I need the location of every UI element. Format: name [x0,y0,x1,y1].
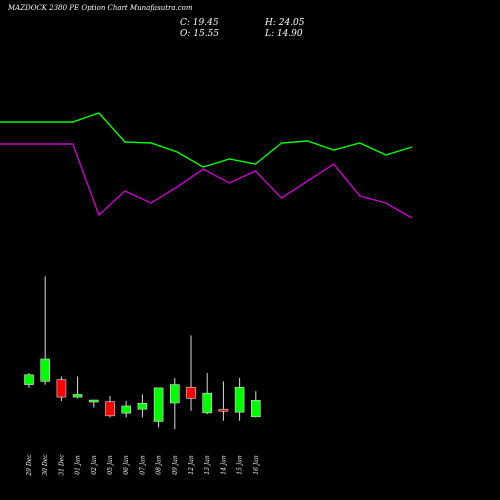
x-tick-label: 06 Jan [123,455,130,475]
high-value: H: 24.05 [265,18,305,28]
candle-body-up [234,386,245,413]
candlestick-series [24,276,261,429]
candle-06-jan [121,401,131,418]
candle-body-up [40,358,51,382]
x-tick-label: 09 Jan [172,455,179,475]
x-tick-label: 31 Dec [58,454,65,476]
candle-16-jan [251,391,261,418]
candle-body-up [72,394,83,398]
candle-body-up [153,387,164,422]
chart-title: MAZDOCK 2380 PE Option Chart Munafasutra… [8,4,193,12]
candle-13-jan [202,373,212,415]
candle-14-jan [218,381,229,421]
candle-30-dec [40,276,51,385]
x-tick-label: 08 Jan [156,455,163,475]
candle-12-jan [186,335,196,411]
candle-31-dec [56,376,67,402]
x-tick-label: 12 Jan [188,455,195,475]
x-tick-label: 30 Dec [42,454,49,476]
x-tick-label: 01 Jan [75,455,82,475]
magenta-indicator-line [0,143,413,219]
candle-body-up [202,392,212,414]
x-tick-label: 02 Jan [91,455,98,475]
candle-09-jan [170,378,180,429]
candle-body-up [89,399,99,403]
candle-02-jan [89,399,99,408]
candle-08-jan [153,387,164,428]
candle-body-down [56,379,67,398]
candle-body-up [170,384,180,404]
low-value: L: 14.90 [265,29,303,39]
candle-body-up [24,374,34,385]
candle-07-jan [137,394,148,418]
x-tick-label: 16 Jan [253,455,260,475]
x-tick-label: 15 Jan [237,455,244,475]
x-tick-label: 29 Dec [26,454,33,477]
x-tick-label: 07 Jan [139,455,146,475]
indicator-lines [0,112,413,219]
candle-05-jan [105,396,115,418]
candle-01-jan [72,376,83,399]
candle-body-up [251,400,261,418]
x-tick-label: 13 Jan [204,455,211,475]
close-value: C: 19.45 [180,18,219,28]
candle-15-jan [234,378,245,421]
x-tick-label: 05 Jan [107,455,114,475]
candle-body-down [218,408,229,412]
x-tick-label: 14 Jan [220,455,227,475]
candle-body-down [105,401,115,417]
candle-body-up [121,405,131,414]
green-indicator-line [0,112,413,168]
x-axis-labels: 29 Dec 30 Dec 31 Dec 01 Jan 02 Jan 05 Jan 06 J… [26,454,260,477]
candle-29-dec [24,373,34,388]
open-value: O: 15.55 [180,29,220,39]
candle-body-up [137,403,148,410]
candle-body-down [186,386,196,399]
